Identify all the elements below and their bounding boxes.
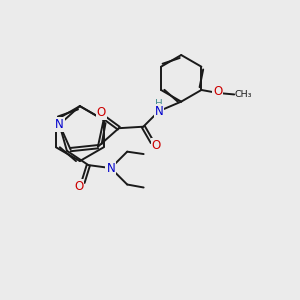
Text: O: O — [97, 106, 106, 119]
Text: H: H — [155, 99, 163, 109]
Text: N: N — [55, 118, 64, 131]
Text: N: N — [154, 105, 163, 118]
Text: N: N — [106, 162, 115, 175]
Text: CH₃: CH₃ — [235, 90, 252, 99]
Text: O: O — [74, 180, 83, 193]
Text: O: O — [213, 85, 222, 98]
Text: O: O — [152, 139, 161, 152]
